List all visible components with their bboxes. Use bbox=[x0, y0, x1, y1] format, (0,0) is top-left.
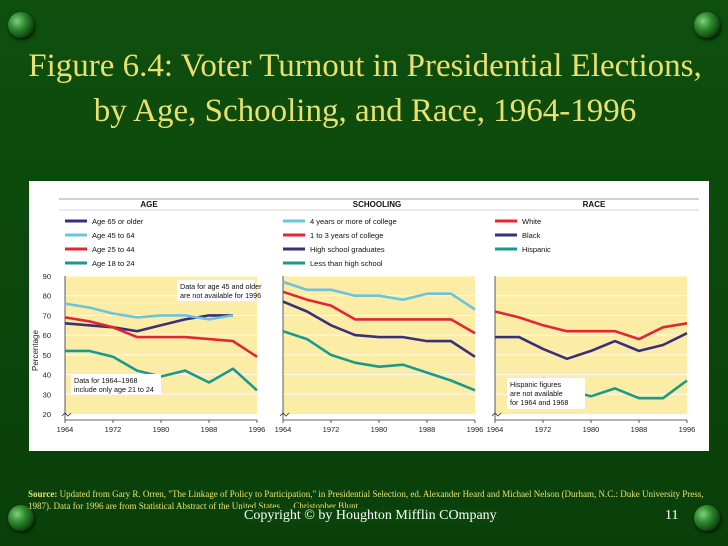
x-tick-label: 1980 bbox=[153, 425, 170, 434]
legend-label: Age 18 to 24 bbox=[92, 259, 135, 268]
series-line-high-school-graduates bbox=[282, 300, 476, 358]
chart-panel: Percentage 20 30 40 50 60 70 80 90 AGE Age 65 or o… bbox=[29, 181, 709, 451]
turnout-chart: Percentage 20 30 40 50 60 70 80 90 AGE Age 65 or o… bbox=[31, 198, 699, 434]
x-tick-label: 1980 bbox=[371, 425, 388, 434]
x-tick-label: 1972 bbox=[323, 425, 340, 434]
y-tick-label: 30 bbox=[43, 390, 51, 399]
corner-bullet-top-left bbox=[8, 12, 34, 38]
y-tick-label: 60 bbox=[43, 331, 51, 340]
series-line-age-45-to-64 bbox=[64, 302, 234, 321]
x-tick-label: 1996 bbox=[249, 425, 266, 434]
page-number: 11 bbox=[665, 508, 679, 523]
legend-label: High school graduates bbox=[310, 245, 385, 254]
series-line-4-years-or-more-of-college bbox=[282, 280, 476, 311]
y-tick-label: 20 bbox=[43, 410, 51, 419]
annotation-age-21-line: include only age 21 to 24 bbox=[74, 385, 154, 394]
legend-label: Black bbox=[522, 231, 541, 240]
x-tick-label: 1996 bbox=[467, 425, 484, 434]
annotation-hispanic-line: for 1964 and 1968 bbox=[510, 398, 568, 407]
y-tick-label: 80 bbox=[43, 292, 51, 301]
series-line-black bbox=[495, 332, 688, 361]
axis-break-mark bbox=[279, 412, 290, 417]
x-tick-label: 1964 bbox=[57, 425, 74, 434]
axis-break-mark bbox=[61, 412, 72, 417]
annotation-age-45-box bbox=[177, 280, 255, 301]
annotation-age-21-line: Data for 1964–1968 bbox=[74, 376, 138, 385]
x-tick-label: 1988 bbox=[631, 425, 648, 434]
series-line-1-to-3-years-of-college bbox=[282, 290, 476, 335]
chart-title-race: RACE bbox=[583, 200, 606, 209]
legend-label: Hispanic bbox=[522, 245, 551, 254]
corner-bullet-top-right bbox=[694, 12, 720, 38]
legend-label: Age 25 to 44 bbox=[92, 245, 135, 254]
annotation-hispanic-box bbox=[507, 378, 585, 409]
copyright-footer: Copyright © by Houghton Mifflin COmpany bbox=[242, 508, 499, 524]
legend-label: 1 to 3 years of college bbox=[310, 231, 383, 240]
x-tick-label: 1988 bbox=[201, 425, 218, 434]
x-tick-label: 1980 bbox=[583, 425, 600, 434]
legend-label: Age 45 to 64 bbox=[92, 231, 135, 240]
annotation-age-45-line: are not available for 1996 bbox=[180, 291, 261, 300]
y-tick-label: 70 bbox=[43, 311, 51, 320]
legend-label: Less than high school bbox=[310, 259, 383, 268]
legend-label: Age 65 or older bbox=[92, 217, 144, 226]
annotation-hispanic-line: are not available bbox=[510, 389, 563, 398]
source-label: Source: bbox=[28, 489, 58, 499]
x-tick-label: 1964 bbox=[487, 425, 504, 434]
series-line-less-than-high-school bbox=[282, 329, 476, 392]
x-tick-label: 1964 bbox=[275, 425, 292, 434]
series-line-white bbox=[494, 310, 688, 341]
y-tick-label: 90 bbox=[43, 272, 51, 281]
source-text: Updated from Gary R. Orren, "The Linkage… bbox=[28, 489, 704, 511]
corner-bullet-bottom-left bbox=[8, 505, 34, 531]
x-tick-label: 1972 bbox=[105, 425, 122, 434]
legend-label: White bbox=[522, 217, 541, 226]
y-tick-label: 50 bbox=[43, 351, 51, 360]
x-tick-label: 1996 bbox=[679, 425, 696, 434]
corner-bullet-bottom-right bbox=[694, 505, 720, 531]
y-axis-label: Percentage bbox=[31, 330, 40, 371]
slide-title: Figure 6.4: Voter Turnout in Presidentia… bbox=[28, 48, 702, 129]
series-line-age-25-to-44 bbox=[64, 316, 258, 358]
legend-label: 4 years or more of college bbox=[310, 217, 397, 226]
source-note: Source: Updated from Gary R. Orren, "The… bbox=[28, 488, 718, 512]
x-tick-label: 1988 bbox=[419, 425, 436, 434]
annotation-age-45-line: Data for age 45 and older bbox=[180, 282, 262, 291]
annotation-hispanic-line: Hispanic figures bbox=[510, 380, 562, 389]
chart-title-schooling: SCHOOLING bbox=[353, 200, 401, 209]
x-tick-label: 1972 bbox=[535, 425, 552, 434]
y-tick-label: 40 bbox=[43, 371, 51, 380]
series-line-age-65-or-older bbox=[64, 314, 233, 333]
annotation-age-21-box bbox=[71, 374, 161, 395]
chart-title-age: AGE bbox=[140, 200, 158, 209]
axis-break-mark bbox=[491, 412, 502, 417]
